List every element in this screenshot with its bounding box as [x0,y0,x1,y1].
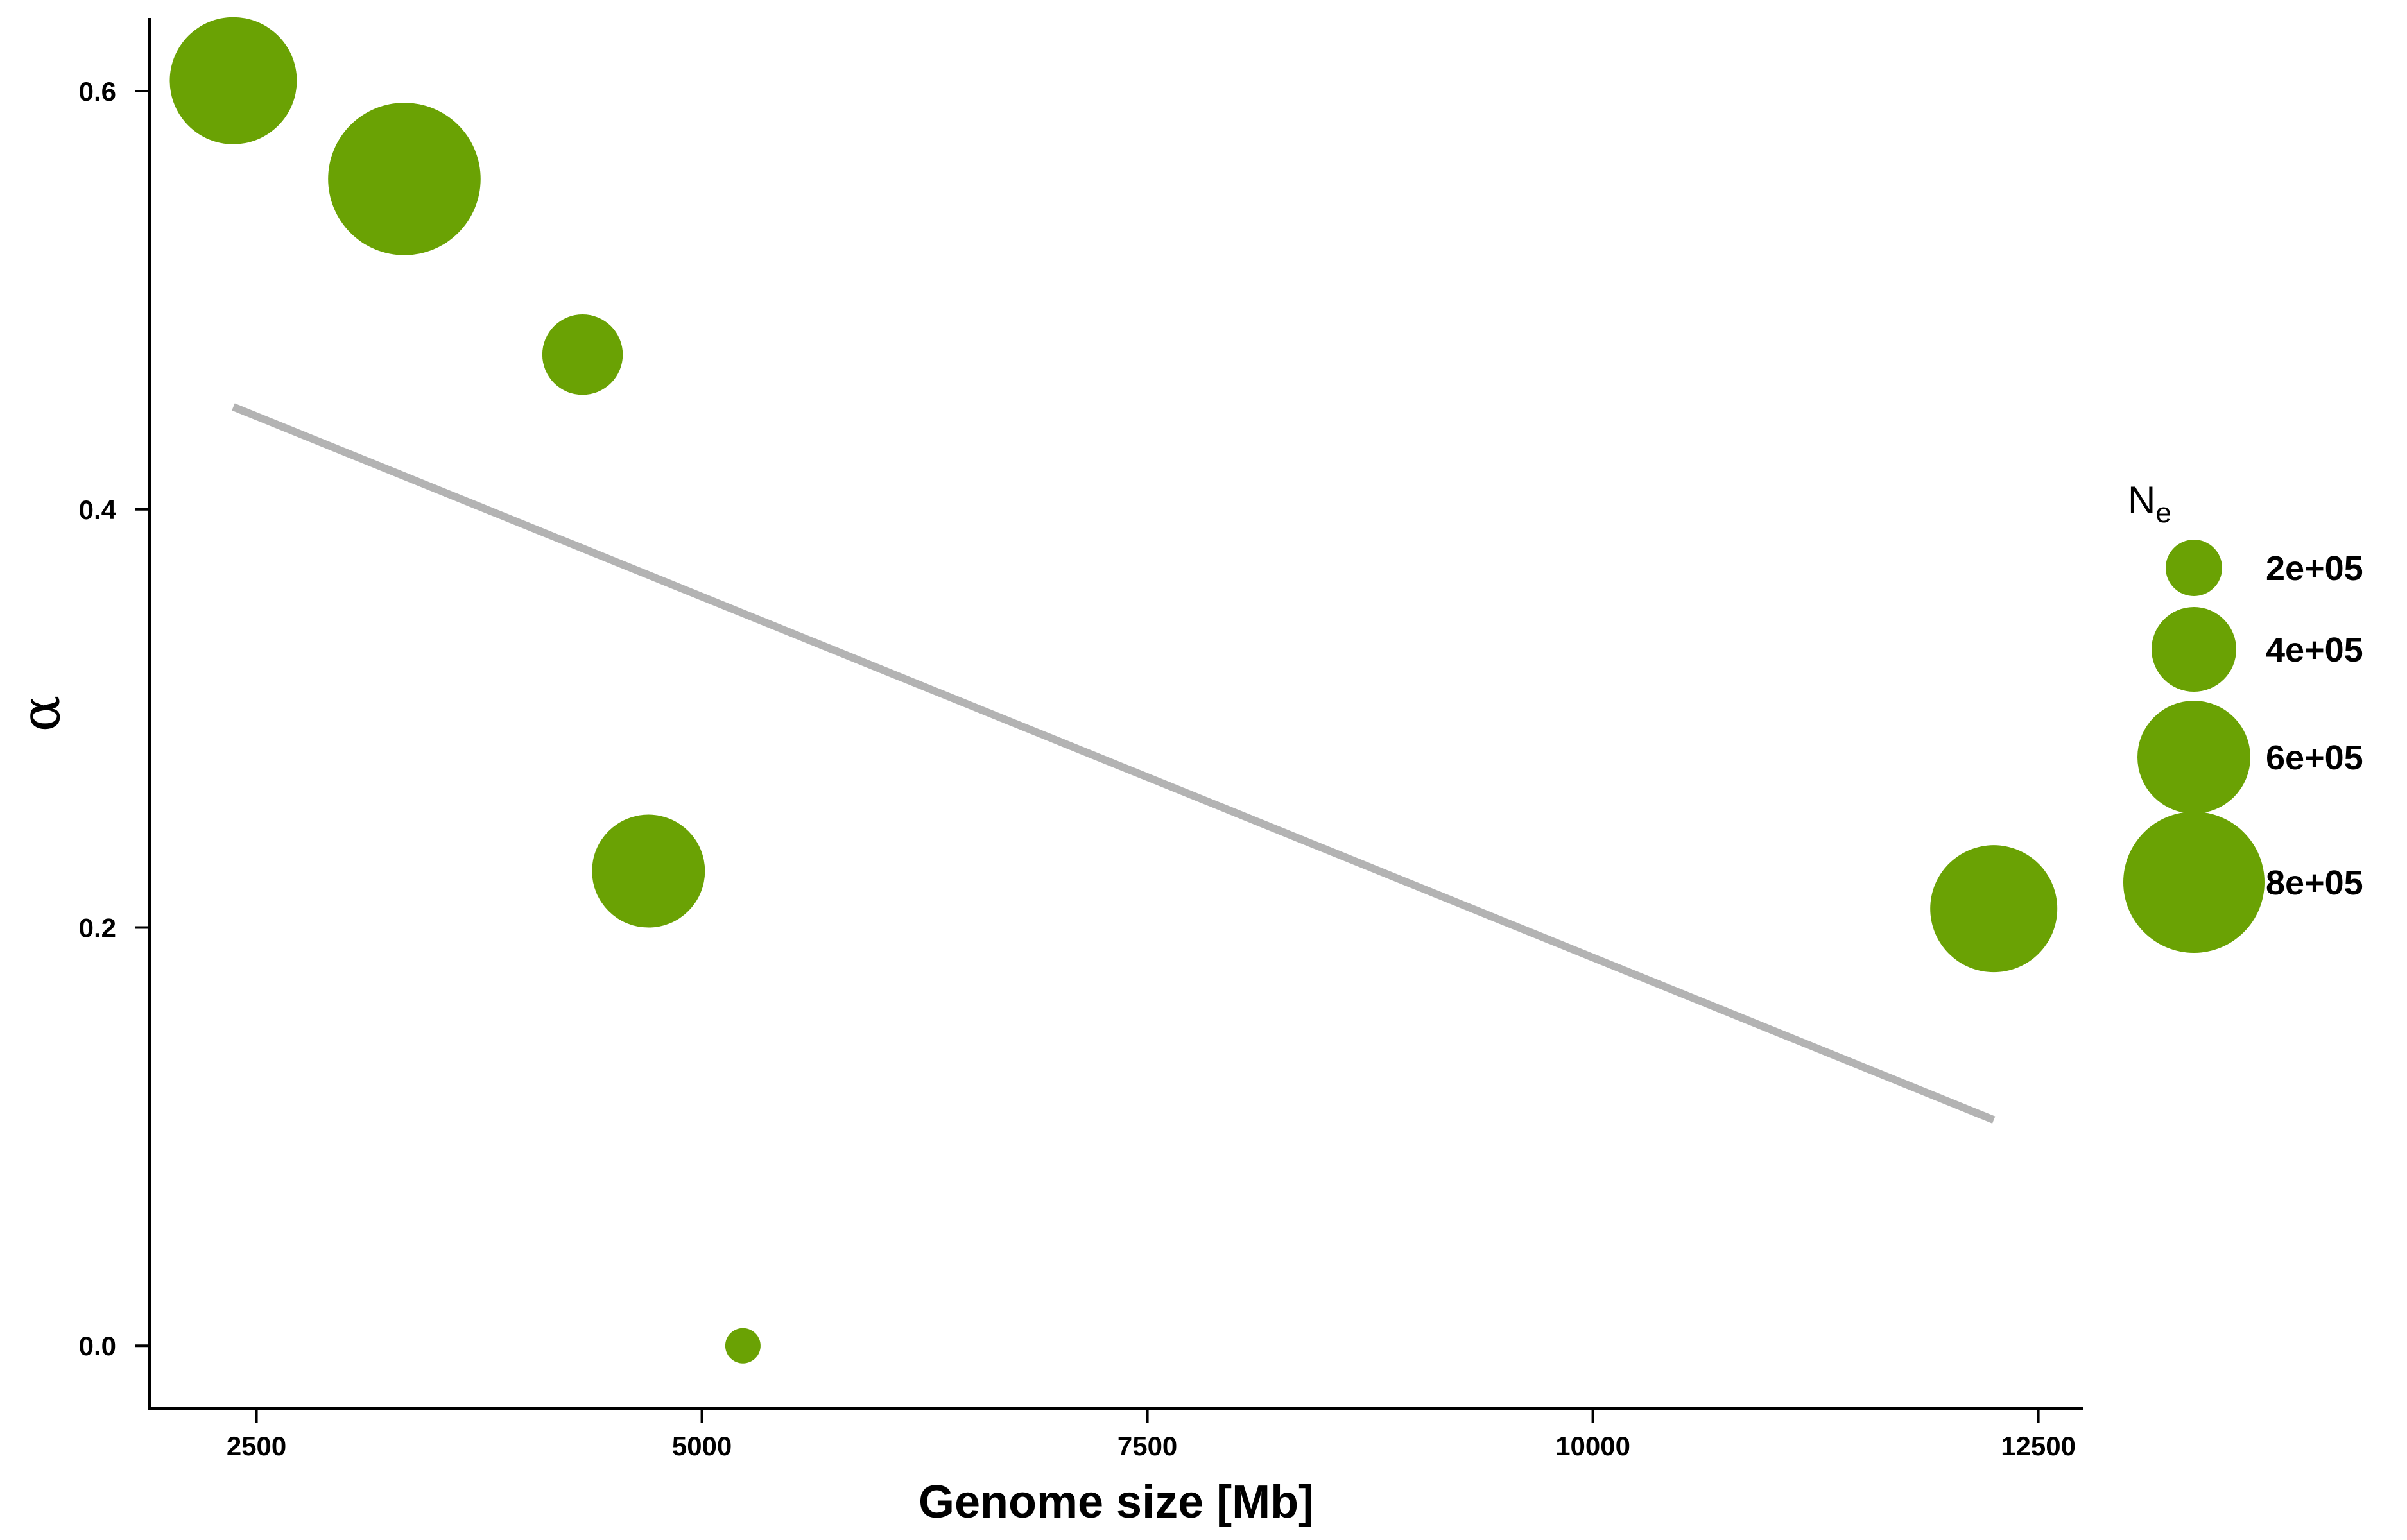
x-tick-label: 10000 [1555,1431,1630,1461]
legend-title: Ne [2128,479,2171,529]
data-point-5 [725,1328,761,1364]
y-axis-title: α [9,696,72,732]
y-tick-label: 0.6 [79,76,116,107]
plot-area: 2500 5000 7500 10000 12500 0.0 0.2 0.4 0.6 [79,17,2083,1461]
legend: Ne 2e+05 4e+05 6e+05 8e+05 [2123,479,2363,953]
trend-layer [232,403,1996,1124]
legend-entries: 2e+05 4e+05 6e+05 8e+05 [2123,540,2363,953]
data-point-4 [592,814,705,928]
y-tick-label: 0.0 [79,1331,116,1361]
legend-label: 8e+05 [2266,864,2363,902]
x-tick-label: 5000 [672,1431,732,1461]
legend-label: 2e+05 [2266,549,2363,588]
legend-label: 4e+05 [2266,631,2363,669]
points-layer [169,17,2058,1364]
legend-title-main: N [2128,479,2155,522]
data-point-6 [1930,845,2058,973]
legend-swatch [2123,812,2265,953]
x-axis-title: Genome size [Mb] [919,1476,1314,1528]
legend-swatch [2152,607,2236,692]
x-tick-label: 2500 [227,1431,286,1461]
legend-swatch [2137,701,2250,814]
y-tick-label: 0.4 [79,495,117,525]
x-tick-label: 12500 [2001,1431,2076,1461]
trend-line [232,403,1996,1124]
data-point-2 [328,103,481,255]
y-ticks: 0.0 0.2 0.4 0.6 [79,76,150,1361]
legend-title-subscript: e [2155,497,2171,529]
x-ticks: 2500 5000 7500 10000 12500 [227,1408,2076,1461]
y-tick-label: 0.2 [79,913,116,943]
legend-swatch [2166,540,2222,596]
legend-label: 6e+05 [2266,739,2363,777]
x-tick-label: 7500 [1117,1431,1177,1461]
data-point-3 [542,314,623,395]
data-point-1 [169,17,297,144]
